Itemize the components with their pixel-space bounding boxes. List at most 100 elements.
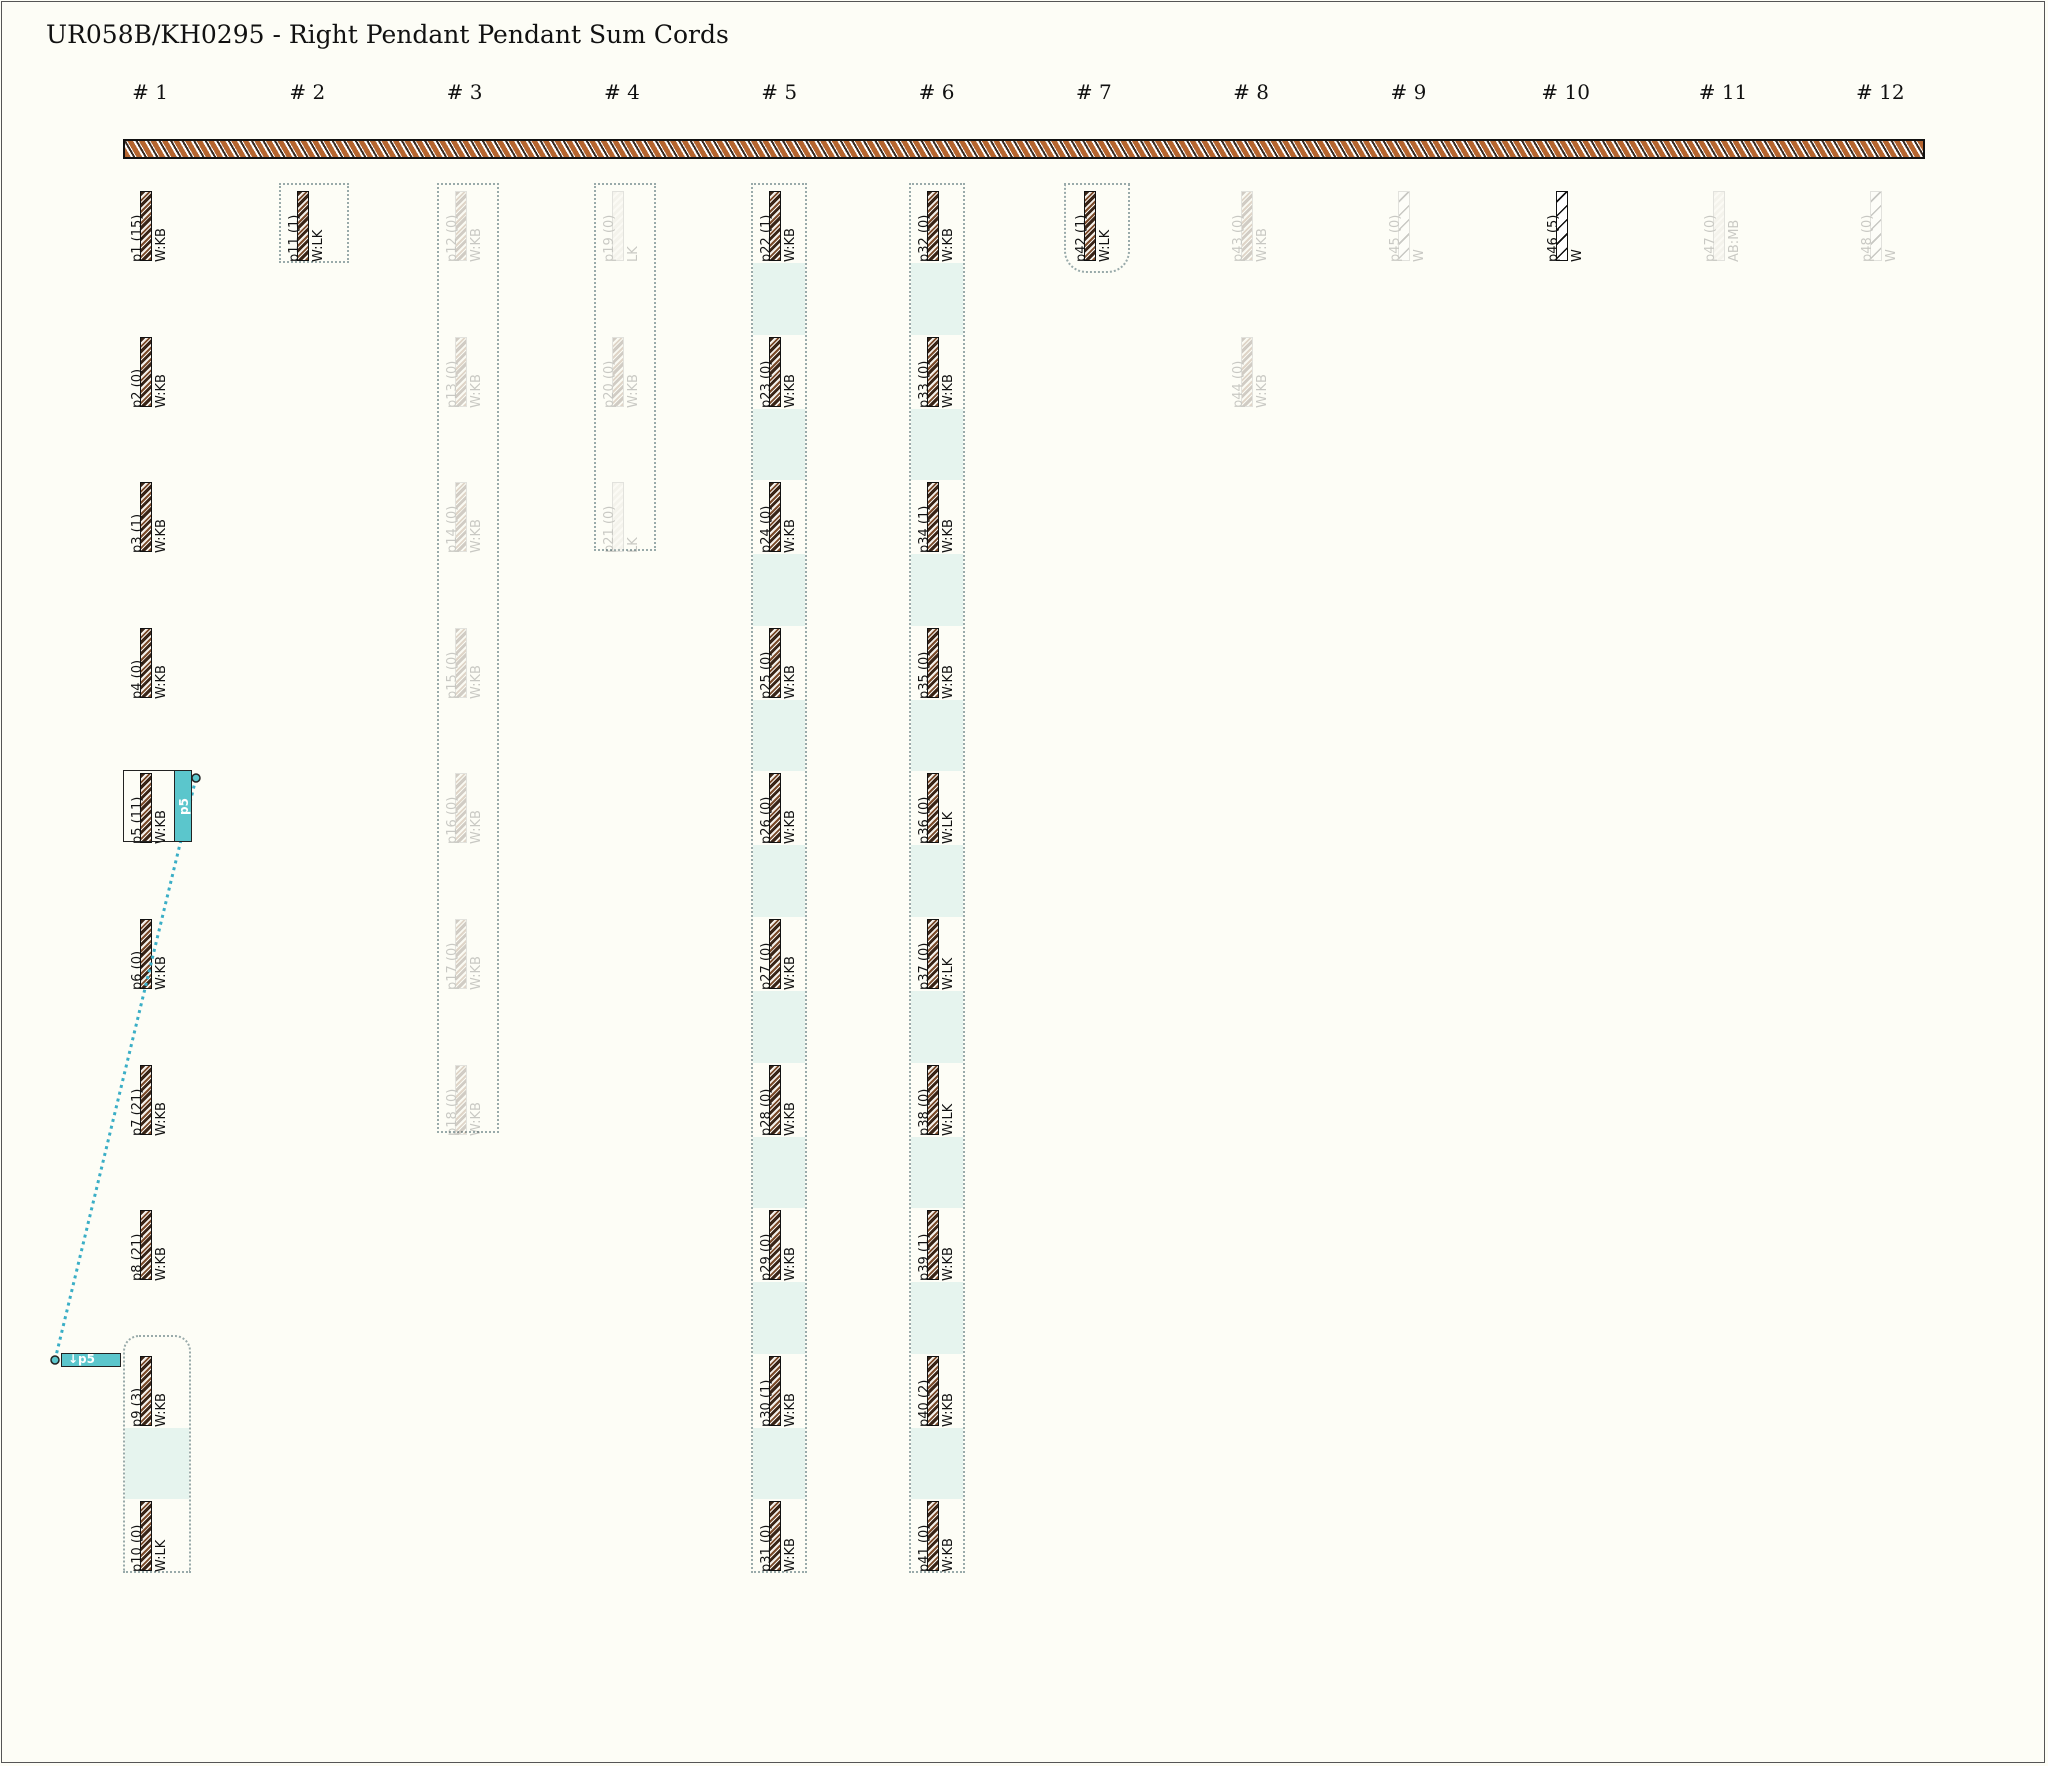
pendant-cord (926, 1210, 939, 1281)
pendant-p20[interactable]: p20 (0) W:KB (594, 329, 650, 419)
pendant-cord (140, 1064, 152, 1135)
pendant-p21[interactable]: p21 (0) LK (594, 474, 650, 564)
pendant-p8[interactable]: p8 (21) W:KB (122, 1202, 178, 1292)
pendant-p5[interactable]: p5 (11) W:KB (122, 765, 178, 855)
pendant-p40[interactable]: p40 (2) W:KB (909, 1348, 965, 1438)
p9-sum-marker: ↓p5 (61, 1353, 121, 1367)
group-3-outline (436, 183, 499, 1133)
group-5-band (753, 1136, 806, 1209)
pendant-cord (1398, 191, 1411, 261)
pendant-p23[interactable]: p23 (0) W:KB (751, 329, 807, 419)
pendant-cord (140, 482, 152, 553)
group-5-band (753, 991, 806, 1063)
group-5-band (753, 408, 806, 481)
pendant-p32[interactable]: p32 (0) W:KB (909, 183, 965, 273)
pendant-p28[interactable]: p28 (0) W:KB (751, 1057, 807, 1147)
pendant-p17[interactable]: p17 (0) W:KB (437, 911, 493, 1001)
pendant-p11[interactable]: p11 (1) W:LK (279, 183, 335, 273)
group-label-12: # 12 (1856, 80, 1905, 104)
pendant-cord (1713, 191, 1725, 261)
pendant-cord (926, 191, 939, 261)
sum-link-start-dot (50, 1355, 60, 1365)
group-label-6: # 6 (918, 80, 955, 104)
pendant-p30[interactable]: p30 (1) W:KB (751, 1348, 807, 1438)
pendant-p46[interactable]: p46 (5) W (1538, 183, 1594, 273)
pendant-p1[interactable]: p1 (15) W:KB (122, 183, 178, 273)
group-6-band (910, 1427, 963, 1500)
group-label-1: # 1 (132, 80, 168, 104)
pendant-p45[interactable]: p45 (0) W (1380, 183, 1436, 273)
pendant-p38[interactable]: p38 (0) W:LK (909, 1057, 965, 1147)
pendant-cord (140, 773, 152, 844)
pendant-p34[interactable]: p34 (1) W:KB (909, 474, 965, 564)
pendant-cord (454, 1064, 467, 1135)
pendant-p41[interactable]: p41 (0) W:KB (909, 1493, 965, 1583)
pendant-p13[interactable]: p13 (0) W:KB (437, 329, 493, 419)
pendant-cord (926, 336, 939, 407)
pendant-p48[interactable]: p48 (0) W (1852, 183, 1908, 273)
pendant-p37[interactable]: p37 (0) W:LK (909, 911, 965, 1001)
pendant-cord (769, 336, 782, 407)
pendant-cord (769, 482, 782, 553)
pendant-p43[interactable]: p43 (0) W:KB (1223, 183, 1279, 273)
group-label-10: # 10 (1541, 80, 1590, 104)
pendant-p24[interactable]: p24 (0) W:KB (751, 474, 807, 564)
pendant-p2[interactable]: p2 (0) W:KB (122, 329, 178, 419)
pendant-p42[interactable]: p42 (1) W:LK (1066, 183, 1122, 273)
pendant-cord (140, 336, 152, 407)
pendant-p12[interactable]: p12 (0) W:KB (437, 183, 493, 273)
page-title: UR058B/KH0295 - Right Pendant Pendant Su… (46, 20, 729, 49)
pendant-p19[interactable]: p19 (0) LK (594, 183, 650, 273)
pendant-cord (611, 482, 624, 553)
pendant-cord (611, 336, 624, 407)
pendant-p35[interactable]: p35 (0) W:KB (909, 620, 965, 710)
group-label-11: # 11 (1698, 80, 1748, 104)
pendant-p39[interactable]: p39 (1) W:KB (909, 1202, 965, 1292)
pendant-p7[interactable]: p7 (21) W:KB (122, 1057, 178, 1147)
pendant-cord (926, 773, 939, 844)
pendant-cord (926, 1064, 939, 1135)
pendant-p9[interactable]: p9 (3) W:KB (122, 1348, 178, 1438)
pendant-cord (769, 773, 782, 844)
pendant-p36[interactable]: p36 (0) W:LK (909, 765, 965, 855)
sum-cord-link (53, 777, 198, 1361)
group-6-outline (908, 183, 965, 1573)
pendant-cord (1241, 336, 1254, 407)
pendant-cord (769, 1501, 782, 1572)
pendant-p33[interactable]: p33 (0) W:KB (909, 329, 965, 419)
pendant-p14[interactable]: p14 (0) W:KB (437, 474, 493, 564)
pendant-cord (140, 1210, 152, 1281)
pendant-p29[interactable]: p29 (0) W:KB (751, 1202, 807, 1292)
pendant-cord (454, 336, 467, 407)
pendant-cord (769, 919, 782, 989)
pendant-cord (1241, 191, 1254, 261)
pendant-p16[interactable]: p16 (0) W:KB (437, 765, 493, 855)
group-1-tail-outline (123, 1335, 191, 1573)
main-cord (123, 139, 1925, 159)
group-5-band (753, 1427, 806, 1500)
pendant-p18[interactable]: p18 (0) W:KB (437, 1057, 493, 1147)
group-6-band (910, 845, 963, 917)
pendant-cord (769, 627, 782, 698)
pendant-p27[interactable]: p27 (0) W:KB (751, 911, 807, 1001)
pendant-p26[interactable]: p26 (0) W:KB (751, 765, 807, 855)
pendant-p10[interactable]: p10 (0) W:LK (122, 1493, 178, 1583)
pendant-p4[interactable]: p4 (0) W:KB (122, 620, 178, 710)
pendant-cord (454, 627, 467, 698)
group-6-band (910, 991, 963, 1063)
pendant-p47[interactable]: p47 (0) AB:MB (1695, 183, 1751, 273)
pendant-p3[interactable]: p3 (1) W:KB (122, 474, 178, 564)
pendant-cord (140, 191, 152, 261)
pendant-cord (769, 1064, 782, 1135)
group-5-band (753, 845, 806, 917)
pendant-p31[interactable]: p31 (0) W:KB (751, 1493, 807, 1583)
pendant-p44[interactable]: p44 (0) W:KB (1223, 329, 1279, 419)
pendant-cord (140, 1501, 152, 1572)
pendant-cord (769, 191, 782, 261)
pendant-p25[interactable]: p25 (0) W:KB (751, 620, 807, 710)
pendant-p15[interactable]: p15 (0) W:KB (437, 620, 493, 710)
group-6-band (910, 263, 963, 335)
pendant-p22[interactable]: p22 (1) W:KB (751, 183, 807, 273)
group-1-tail-band (125, 1427, 189, 1500)
pendant-cord (769, 1210, 782, 1281)
